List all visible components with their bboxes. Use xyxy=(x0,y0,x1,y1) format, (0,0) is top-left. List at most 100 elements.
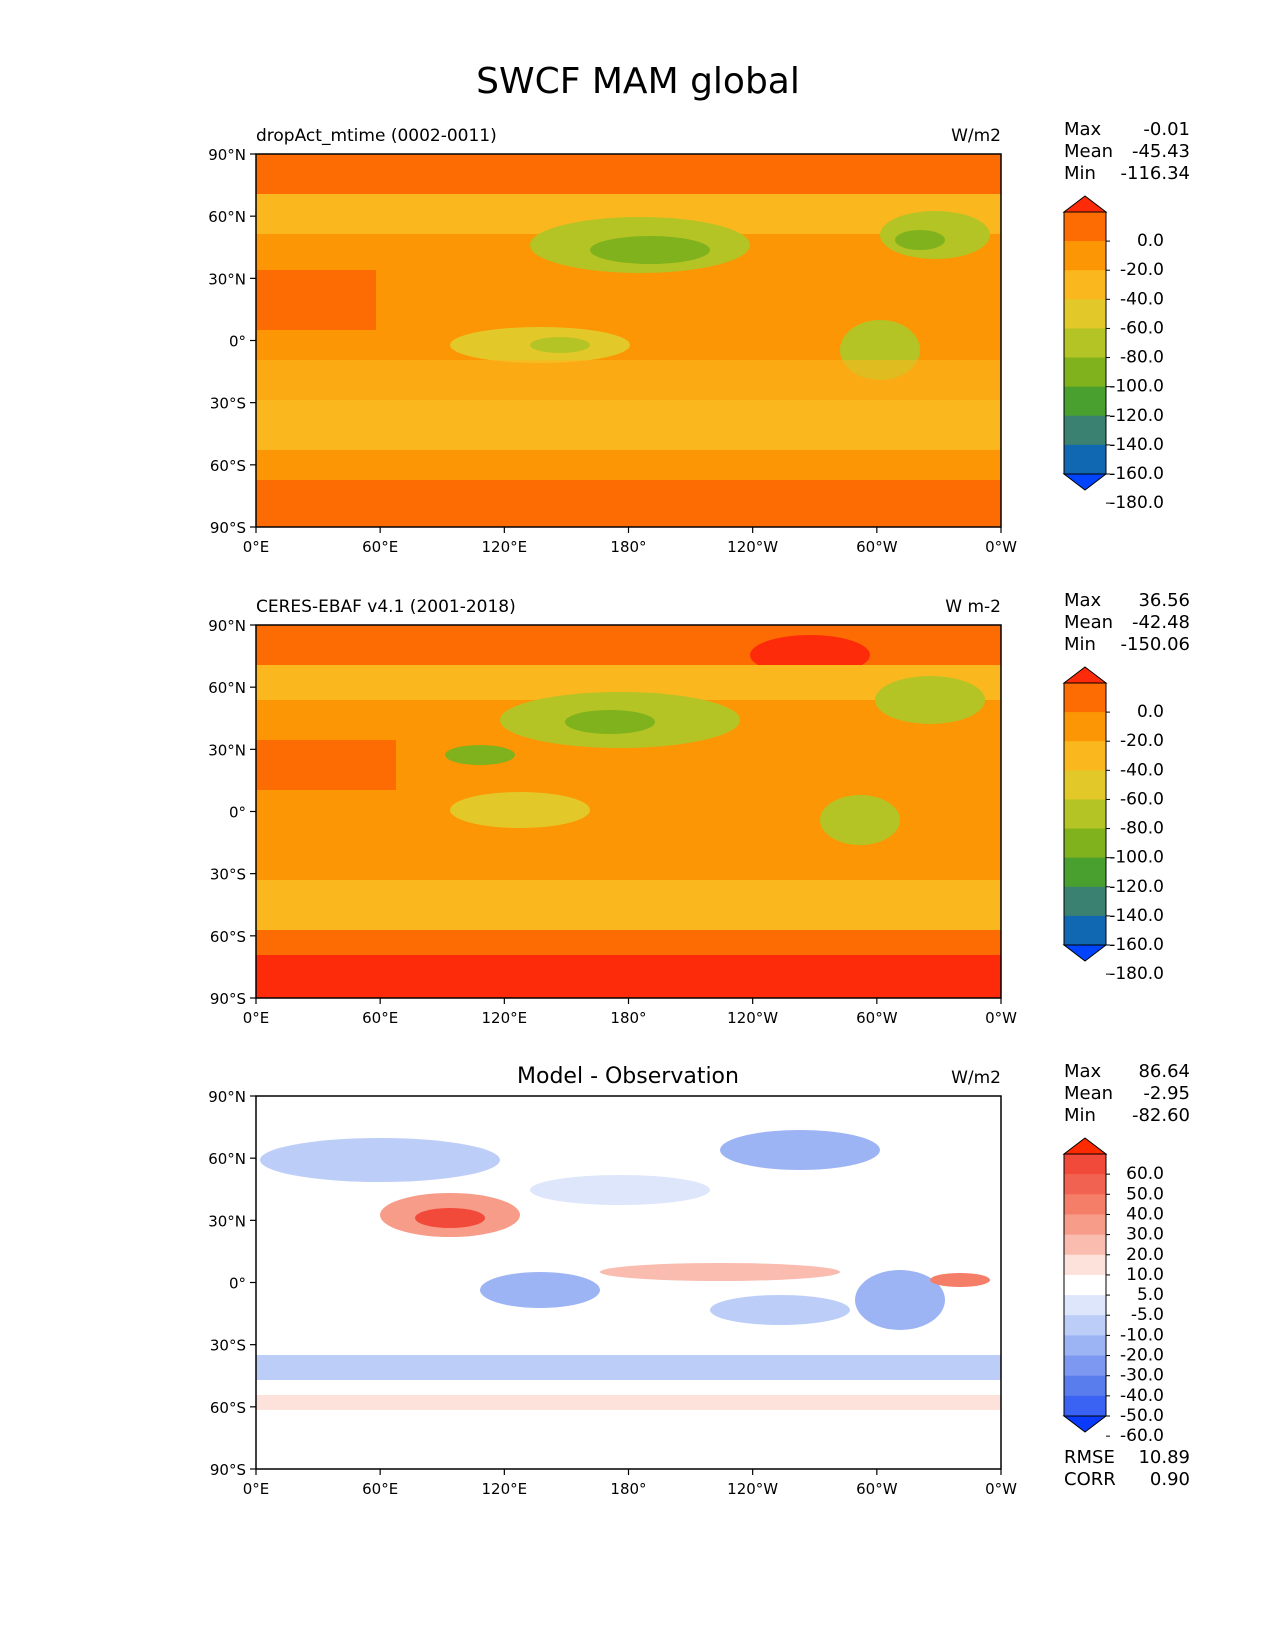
colorbar-segment xyxy=(1064,1335,1106,1357)
footer-stats: RMSE 10.89 CORR 0.90 xyxy=(1064,1447,1190,1490)
colorbar-label: 0.0 xyxy=(1137,702,1164,722)
x-tick-label: 60°E xyxy=(362,538,398,556)
stat-value: -150.06 xyxy=(1121,634,1190,655)
stat-label: Mean xyxy=(1064,1083,1113,1104)
y-tick-label: 30°S xyxy=(210,866,246,884)
rmse-label: RMSE xyxy=(1064,1447,1115,1468)
colorbar-label: -140.0 xyxy=(1109,906,1164,926)
stat-value: -82.60 xyxy=(1132,1105,1190,1126)
x-tick-label: 0°E xyxy=(243,538,270,556)
colorbar-label: 20.0 xyxy=(1126,1245,1164,1265)
x-tick-label: 180° xyxy=(610,538,646,556)
colorbar-label: -30.0 xyxy=(1120,1366,1164,1386)
x-ticks: 0°E 60°E 120°E 180° 120°W 60°W 0°W xyxy=(243,527,1017,556)
colorbar-label: 5.0 xyxy=(1137,1285,1164,1305)
colorbar-outline xyxy=(1063,211,1107,475)
y-tick-label: 90°N xyxy=(208,146,246,164)
colorbar-segment xyxy=(1064,386,1106,417)
y-tick-label: 90°N xyxy=(208,1088,246,1106)
colorbar-segment xyxy=(1064,1355,1106,1377)
x-tick-label: 120°W xyxy=(727,1009,778,1027)
panel-left-title: dropAct_mtime (0002-0011) xyxy=(256,126,497,146)
colorbar-outline xyxy=(1063,682,1107,946)
colorbar-label: -20.0 xyxy=(1120,260,1164,280)
stats-block: Max 36.56 Mean -42.48 Min -150.06 xyxy=(1064,590,1190,655)
colorbar-segment xyxy=(1064,1174,1106,1195)
corr-value: 0.90 xyxy=(1150,1469,1190,1490)
map-field-observation xyxy=(256,625,1001,998)
x-tick-label: 180° xyxy=(610,1480,646,1498)
y-tick-label: 60°N xyxy=(208,1150,246,1168)
colorbar-segment xyxy=(1064,799,1106,830)
stat-value: 86.64 xyxy=(1138,1061,1190,1082)
colorbar-segment xyxy=(1064,770,1106,800)
colorbar-extend-min xyxy=(1062,473,1108,491)
colorbar-extend-max xyxy=(1062,1137,1108,1155)
x-tick-label: 0°W xyxy=(985,1480,1017,1498)
colorbar: 0.0 -20.0 -40.0 -60.0 -80.0 -100.0 -120.0 -140.… xyxy=(1062,195,1164,513)
colorbar-outline xyxy=(1063,1153,1107,1417)
panel-observation: CERES-EBAF v4.1 (2001-2018) W m-2 90°N 60… xyxy=(208,590,1190,1027)
stat-value: -42.48 xyxy=(1132,612,1190,633)
colorbar-segment xyxy=(1064,444,1106,475)
stat-label: Min xyxy=(1064,634,1096,655)
x-tick-label: 120°W xyxy=(727,538,778,556)
colorbar-segment xyxy=(1064,1254,1106,1276)
stat-label: Mean xyxy=(1064,612,1113,633)
colorbar-segment xyxy=(1064,915,1106,946)
colorbar-label: 60.0 xyxy=(1126,1164,1164,1184)
colorbar-segment xyxy=(1064,857,1106,888)
x-tick-label: 120°E xyxy=(482,1480,528,1498)
panel-units: W/m2 xyxy=(951,1068,1001,1088)
x-tick-label: 60°E xyxy=(362,1480,398,1498)
colorbar-label: -20.0 xyxy=(1120,1346,1164,1366)
colorbar-segment xyxy=(1064,741,1106,771)
colorbar-label: -140.0 xyxy=(1109,435,1164,455)
stat-label: Max xyxy=(1064,119,1102,140)
x-tick-label: 0°W xyxy=(985,538,1017,556)
colorbar-label: -60.0 xyxy=(1120,1426,1164,1446)
y-tick-label: 60°N xyxy=(208,208,246,226)
x-tick-label: 60°W xyxy=(856,538,898,556)
y-tick-label: 60°S xyxy=(210,928,246,946)
colorbar-label: -120.0 xyxy=(1109,877,1164,897)
panel-units: W/m2 xyxy=(951,126,1001,146)
colorbar-label: -10.0 xyxy=(1120,1325,1164,1345)
y-tick-label: 30°S xyxy=(210,395,246,413)
stat-value: 36.56 xyxy=(1138,590,1190,611)
colorbar-segment xyxy=(1064,1375,1106,1397)
y-tick-label: 90°S xyxy=(210,1461,246,1479)
colorbar-label: -5.0 xyxy=(1131,1305,1164,1325)
panel-center-title: Model - Observation xyxy=(517,1064,739,1089)
y-tick-label: 90°S xyxy=(210,990,246,1008)
colorbar-segment xyxy=(1064,683,1106,713)
colorbar-segment xyxy=(1064,828,1106,859)
colorbar-label: -50.0 xyxy=(1120,1406,1164,1426)
colorbar-segment xyxy=(1064,1315,1106,1336)
colorbar-extend-min xyxy=(1062,1415,1108,1433)
panel-left-title: CERES-EBAF v4.1 (2001-2018) xyxy=(256,597,516,617)
panel-units: W m-2 xyxy=(945,597,1001,617)
x-tick-label: 180° xyxy=(610,1009,646,1027)
x-tick-label: 120°E xyxy=(482,538,528,556)
colorbar-label: -100.0 xyxy=(1109,377,1164,397)
y-tick-label: 60°S xyxy=(210,1399,246,1417)
colorbar-label: -40.0 xyxy=(1120,1386,1164,1406)
x-tick-label: 120°E xyxy=(482,1009,528,1027)
colorbar-segment xyxy=(1064,1295,1106,1316)
colorbar-label: -180.0 xyxy=(1109,493,1164,513)
colorbar-segment xyxy=(1064,357,1106,388)
y-tick-label: 60°N xyxy=(208,679,246,697)
colorbar-extend-max xyxy=(1062,195,1108,213)
y-ticks: 90°N 60°N 30°N 0° 30°S 60°S 90°S xyxy=(208,617,256,1008)
stat-value: -0.01 xyxy=(1143,119,1190,140)
y-tick-label: 30°N xyxy=(208,270,246,288)
panel-difference: Model - Observation W/m2 90°N 60°N 30°N 0° 3… xyxy=(208,1061,1190,1498)
y-tick-label: 0° xyxy=(229,804,246,822)
colorbar-label: 50.0 xyxy=(1126,1184,1164,1204)
colorbar-label: -40.0 xyxy=(1120,760,1164,780)
y-tick-label: 30°N xyxy=(208,1212,246,1230)
stat-label: Min xyxy=(1064,1105,1096,1126)
colorbar-segment xyxy=(1064,1234,1106,1256)
